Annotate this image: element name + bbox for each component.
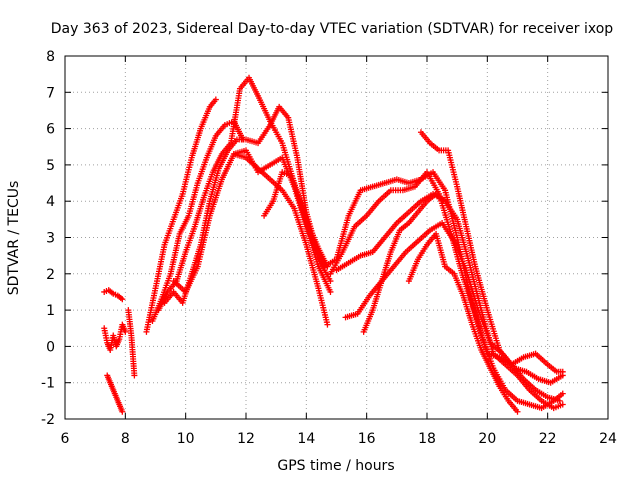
series-arc-16 xyxy=(360,190,449,335)
data-marker xyxy=(324,321,331,328)
x-tick-label: 16 xyxy=(358,431,376,447)
x-tick-label: 18 xyxy=(418,431,436,447)
y-tick-label: 2 xyxy=(46,267,55,283)
y-tick-label: 4 xyxy=(46,194,55,210)
grid-lines xyxy=(65,56,608,419)
series-arc-17 xyxy=(417,129,566,375)
series-arc-4 xyxy=(125,307,138,379)
y-tick-label: -2 xyxy=(41,412,55,428)
data-marker xyxy=(327,278,334,285)
chart-title: Day 363 of 2023, Sidereal Day-to-day VTE… xyxy=(51,21,614,37)
x-tick-label: 24 xyxy=(599,431,617,447)
y-axis-label: SDTVAR / TECUs xyxy=(6,181,22,296)
series-arc-11 xyxy=(261,169,331,270)
y-tick-label: 7 xyxy=(46,85,55,101)
data-marker xyxy=(556,397,563,404)
data-marker xyxy=(119,296,126,303)
y-tick-label: 0 xyxy=(46,339,55,355)
y-tick-label: 8 xyxy=(46,49,55,65)
x-tick-label: 20 xyxy=(478,431,496,447)
x-tick-label: 14 xyxy=(297,431,315,447)
data-marker xyxy=(212,96,219,103)
data-marker xyxy=(442,198,449,205)
series-arc-1 xyxy=(101,287,126,303)
data-marker xyxy=(327,288,334,295)
series-arc-2 xyxy=(101,321,129,354)
x-tick-label: 12 xyxy=(237,431,255,447)
x-tick-label: 8 xyxy=(121,431,130,447)
data-marker xyxy=(514,408,521,415)
data-marker xyxy=(131,372,138,379)
x-axis-label: GPS time / hours xyxy=(277,458,394,474)
data-marker xyxy=(559,401,566,408)
y-tick-label: 5 xyxy=(46,158,55,174)
data-marker xyxy=(559,368,566,375)
y-tick-label: -1 xyxy=(41,376,55,392)
series-arc-18 xyxy=(405,230,521,415)
x-tick-label: 6 xyxy=(61,431,70,447)
series-arc-10 xyxy=(230,151,331,328)
x-tick-label: 22 xyxy=(539,431,557,447)
data-marker xyxy=(119,408,126,415)
data-points xyxy=(101,74,566,415)
x-tick-label: 10 xyxy=(177,431,195,447)
y-tick-label: 6 xyxy=(46,122,55,138)
series-arc-3 xyxy=(104,372,126,415)
y-tick-label: 3 xyxy=(46,231,55,247)
y-tick-label: 1 xyxy=(46,303,55,319)
data-marker xyxy=(122,328,129,335)
series-arc-5 xyxy=(143,96,219,335)
data-marker xyxy=(559,390,566,397)
